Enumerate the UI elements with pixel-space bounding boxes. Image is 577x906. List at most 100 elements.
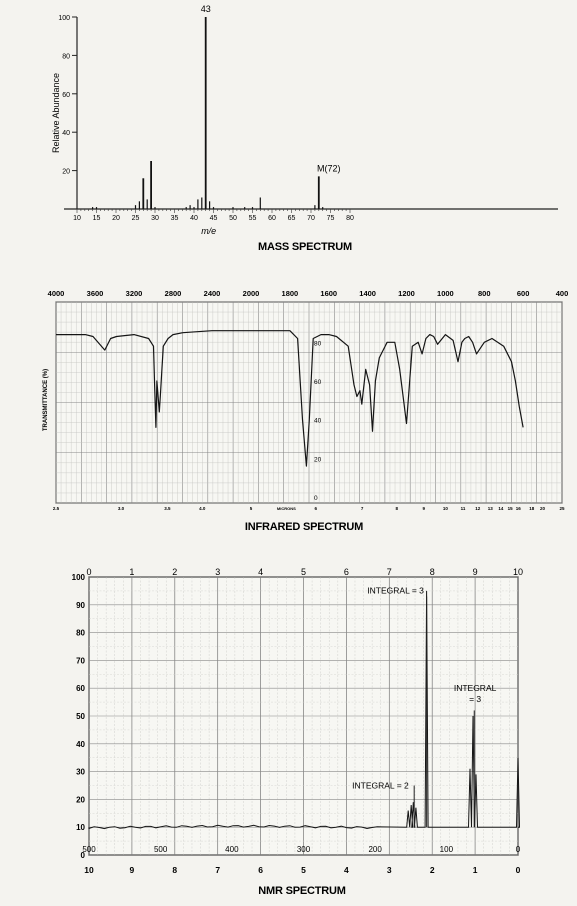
ir-bottom-tick-label: 7: [361, 506, 364, 511]
infrared-spectrum-panel: 4000 3600 3200 2800 2400 2000 1800 1600 1400 1200…: [43, 289, 568, 533]
ir-top-tick-label: 800: [478, 289, 491, 298]
ms-chart-title: MASS SPECTRUM: [258, 241, 352, 253]
nmr-y-tick-label: 30: [76, 768, 85, 777]
ir-spectrum-line: [56, 330, 524, 467]
ir-transmittance-label: 40: [314, 418, 322, 425]
ir-bottom-tick-label: 10: [443, 506, 449, 511]
nmr-top-tick-label: 3: [215, 567, 220, 577]
ir-bottom-tick-label: 8: [396, 506, 399, 511]
ms-x-tick-label: 80: [346, 215, 354, 222]
ir-top-tick-label: 1600: [320, 289, 337, 298]
ir-bottom-tick-label: 13: [488, 506, 494, 511]
nmr-y-tick-label: 0: [81, 851, 86, 860]
ms-x-tick-label: 35: [171, 215, 179, 222]
nmr-y-tick-label: 10: [76, 823, 85, 832]
nmr-hz-tick-label: 200: [368, 845, 382, 854]
nmr-top-tick-label: 9: [473, 567, 478, 577]
ir-top-tick-label: 1400: [359, 289, 376, 298]
ir-bottom-tick-label: 18: [529, 506, 535, 511]
nmr-integral-label: INTEGRAL = 2: [352, 780, 409, 790]
nmr-bottom-tick-label: 6: [258, 865, 263, 875]
ms-x-tick-label: 55: [249, 215, 257, 222]
nmr-integral-label: INTEGRAL = 3: [367, 586, 424, 596]
nmr-hz-tick-label: 500: [82, 845, 96, 854]
ir-transmittance-label: 80: [314, 340, 322, 347]
ir-bottom-tick-label: 3.5: [164, 506, 171, 511]
nmr-bottom-tick-label: 3: [387, 865, 392, 875]
nmr-bottom-tick-label: 9: [130, 865, 135, 875]
nmr-top-tick-label: 0: [86, 567, 91, 577]
ir-transmittance-label: 0: [314, 495, 318, 502]
ms-peak-annotation: M(72): [317, 163, 341, 173]
ir-y-axis-label: TRANSMITTANCE (%): [43, 369, 49, 431]
nmr-y-tick-label: 100: [72, 573, 86, 582]
mass-spectrum-panel: 20 40 60 80 100 10 15 20 25 30 35 40 45 50 55 60 65 70 75 8…: [51, 4, 558, 253]
ir-bottom-tick-label: 4.0: [199, 506, 206, 511]
nmr-top-tick-label: 10: [513, 567, 523, 577]
ir-bottom-tick-label: 5: [250, 506, 253, 511]
ms-x-tick-label: 20: [112, 215, 120, 222]
nmr-bottom-tick-label: 7: [215, 865, 220, 875]
ms-x-tick-label: 45: [210, 215, 218, 222]
nmr-hz-tick-label: 500: [154, 845, 168, 854]
nmr-top-tick-label: 2: [172, 567, 177, 577]
ir-bottom-tick-label: 16: [516, 506, 522, 511]
ms-x-tick-label: 25: [132, 215, 140, 222]
ir-top-tick-label: 600: [517, 289, 530, 298]
nmr-y-tick-label: 80: [76, 629, 85, 638]
ir-top-tick-label: 400: [556, 289, 569, 298]
nmr-hz-tick-label: 300: [297, 845, 311, 854]
nmr-bottom-tick-label: 1: [473, 865, 478, 875]
nmr-integral-label: INTEGRAL: [454, 683, 497, 693]
nmr-top-tick-label: 5: [301, 567, 306, 577]
ms-x-tick-label: 50: [229, 215, 237, 222]
ir-top-tick-label: 1200: [398, 289, 415, 298]
nmr-integral-label: = 3: [469, 694, 481, 704]
nmr-y-tick-label: 60: [76, 684, 85, 693]
nmr-bottom-tick-label: 5: [301, 865, 306, 875]
ir-bottom-tick-label: 14: [498, 506, 504, 511]
nmr-top-tick-label: 6: [344, 567, 349, 577]
ms-x-tick-label: 40: [190, 215, 198, 222]
ms-y-axis-label: Relative Abundance: [51, 73, 61, 153]
nmr-bottom-tick-label: 4: [344, 865, 349, 875]
ms-x-tick-label: 65: [288, 215, 296, 222]
ms-x-tick-label: 70: [307, 215, 315, 222]
ir-top-tick-label: 2800: [165, 289, 182, 298]
ms-x-axis-label: m/e: [201, 226, 216, 236]
nmr-top-tick-label: 1: [129, 567, 134, 577]
ir-bottom-tick-label: MICRONS: [277, 506, 296, 511]
ms-y-tick-label: 20: [62, 169, 70, 176]
ms-x-tick-label: 10: [73, 215, 81, 222]
nmr-hz-tick-label: 100: [440, 845, 454, 854]
ir-top-tick-label: 1000: [437, 289, 454, 298]
ir-top-tick-label: 1800: [282, 289, 299, 298]
nmr-bottom-tick-label: 10: [84, 865, 94, 875]
nmr-y-tick-label: 70: [76, 656, 85, 665]
ms-y-tick-label: 40: [62, 130, 70, 137]
ir-bottom-tick-label: 20: [540, 506, 546, 511]
ms-y-tick-label: 80: [62, 53, 70, 60]
ms-x-tick-label: 15: [93, 215, 101, 222]
ir-transmittance-label: 60: [314, 379, 322, 386]
nmr-top-tick-label: 4: [258, 567, 263, 577]
ir-top-tick-label: 2400: [204, 289, 221, 298]
ir-top-tick-label: 4000: [48, 289, 65, 298]
nmr-y-tick-label: 40: [76, 740, 85, 749]
ir-top-tick-label: 3600: [87, 289, 104, 298]
ir-transmittance-label: 20: [314, 456, 322, 463]
nmr-bottom-tick-label: 2: [430, 865, 435, 875]
nmr-y-tick-label: 50: [76, 712, 85, 721]
ir-bottom-tick-label: 3.0: [118, 506, 125, 511]
nmr-top-tick-label: 7: [387, 567, 392, 577]
ir-bottom-tick-label: 25: [559, 506, 565, 511]
nmr-hz-tick-label: 0: [516, 845, 521, 854]
ir-bottom-tick-label: 11: [461, 506, 466, 511]
ms-y-tick-label: 60: [62, 92, 70, 99]
ms-x-tick-label: 30: [151, 215, 159, 222]
nmr-y-tick-label: 20: [76, 795, 85, 804]
ms-peak-annotation: 43: [201, 4, 211, 14]
